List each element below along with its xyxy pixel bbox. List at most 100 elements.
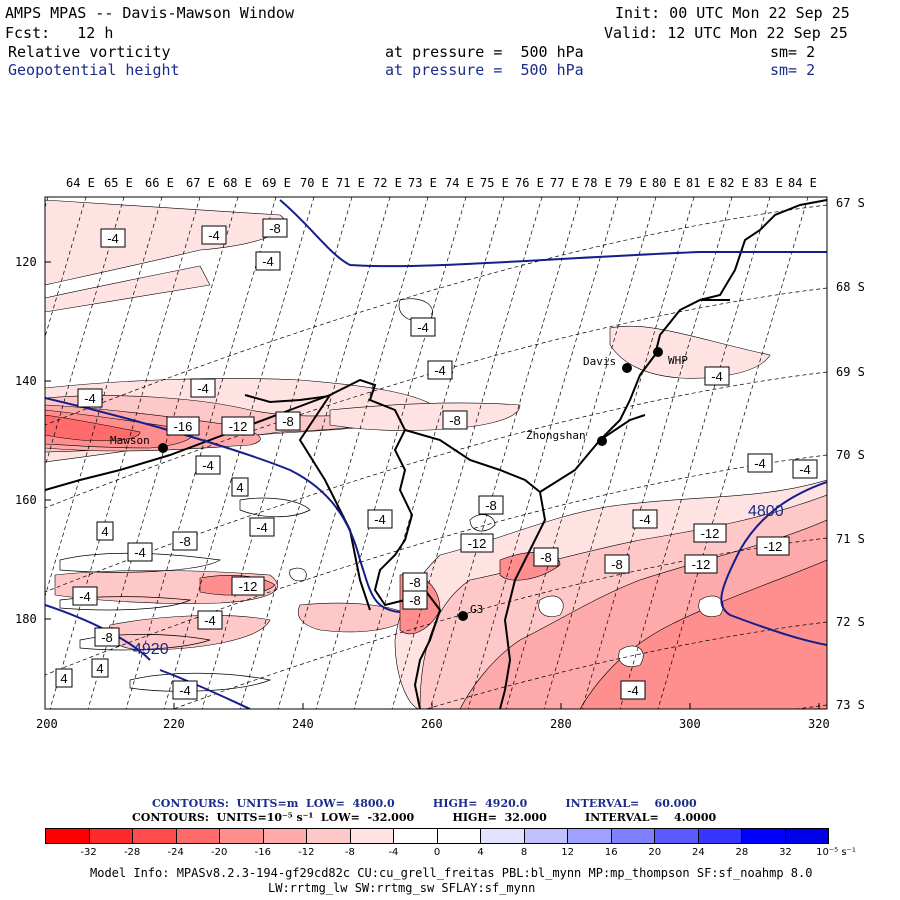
station-marker-zhongshan — [597, 436, 607, 446]
colorbar-tick-label: -16 — [254, 847, 271, 858]
colorbar-tick-label: -32 — [80, 847, 97, 858]
colorbar-swatch — [611, 829, 655, 843]
contour-label-box — [792, 459, 818, 479]
colorbar — [45, 828, 829, 844]
colorbar-tick-label: 32 — [779, 847, 792, 858]
colorbar-swatch — [350, 829, 394, 843]
contour-label-box — [231, 576, 265, 596]
colorbar-unit: 10⁻⁵ s⁻¹ — [816, 847, 856, 858]
y-tick-label: 180 — [15, 612, 37, 626]
contour-value-label: -4 — [107, 231, 119, 246]
contour-label-box — [693, 523, 727, 543]
meridian-line — [505, 197, 657, 709]
lat-label: 68 S — [836, 280, 865, 294]
lon-label: 68 E — [223, 176, 252, 190]
station-marker-davis — [622, 363, 632, 373]
meridian-line — [45, 197, 125, 468]
contour-value-label: -12 — [701, 526, 720, 541]
contour-value-label: 4 — [96, 661, 103, 676]
contour-label-box — [684, 554, 718, 574]
lon-label: 66 E — [145, 176, 174, 190]
contour-value-label: -8 — [409, 593, 421, 608]
contour-label-box — [190, 378, 216, 398]
contour-value-label: -4 — [434, 363, 446, 378]
meridian-line — [0, 197, 10, 709]
contour-value-label: -4 — [627, 683, 639, 698]
lat-label: 73 S — [836, 698, 865, 712]
contour-label-box — [632, 509, 658, 529]
meridian-line — [163, 197, 315, 709]
field1-smoothing: sm= 2 — [770, 43, 816, 61]
station-marker-mawson — [158, 443, 168, 453]
contour-value-label: -12 — [468, 536, 487, 551]
contour-value-label: -4 — [179, 683, 191, 698]
contour-value-label: -4 — [262, 254, 274, 269]
lon-label: 67 E — [186, 176, 215, 190]
contour-label-box — [221, 416, 255, 436]
contour-label-box — [96, 521, 114, 541]
lon-label: 71 E — [336, 176, 365, 190]
contour-value-label: -8 — [269, 221, 281, 236]
lat-label: 67 S — [836, 196, 865, 210]
contour-value-label: -4 — [417, 320, 429, 335]
colorbar-tick-label: 12 — [561, 847, 575, 858]
contour-value-label: -4 — [197, 381, 209, 396]
colorbar-swatch — [220, 829, 264, 843]
contour-label-box — [127, 542, 153, 562]
contour-label-box — [442, 410, 468, 430]
colorbar-swatch — [524, 829, 568, 843]
meridian-line — [657, 197, 809, 709]
station-marker-whp — [653, 347, 663, 357]
map-interior — [0, 197, 827, 709]
meridian-line — [239, 197, 391, 709]
contour-value-label: -4 — [202, 458, 214, 473]
contour-label-box — [410, 317, 436, 337]
station-label: Zhongshan — [526, 429, 586, 442]
colorbar-tick-label: -24 — [167, 847, 184, 858]
contour-label-box — [756, 536, 790, 556]
lat-label: 70 S — [836, 448, 865, 462]
colorbar-tick-label: 28 — [735, 847, 749, 858]
contour-label-box — [91, 658, 109, 678]
meridian-line — [125, 197, 277, 709]
meridian-line — [353, 197, 505, 709]
meridian-line — [315, 197, 467, 709]
contour-label-box — [460, 533, 494, 553]
contour-label-box — [172, 531, 198, 551]
y-tick-label: 120 — [15, 255, 37, 269]
station-marker-g3 — [458, 611, 468, 621]
contour-label-box — [604, 554, 630, 574]
contour-label-box — [262, 218, 288, 238]
colorbar-swatch — [263, 829, 307, 843]
meridian-line — [467, 197, 619, 709]
colorbar-tick-label: 8 — [520, 847, 528, 858]
x-tick-label: 240 — [292, 717, 314, 731]
contour-value-label: -8 — [282, 414, 294, 429]
colorbar-swatch — [698, 829, 742, 843]
y-tick-label: 140 — [15, 374, 37, 388]
vorticity-contours — [59, 298, 496, 692]
station-label: WHP — [668, 354, 688, 367]
contour-label-box — [77, 388, 103, 408]
lon-label: 78 E — [583, 176, 612, 190]
contour-label-box — [620, 680, 646, 700]
lon-label: 77 E — [550, 176, 579, 190]
map-frame — [44, 196, 828, 710]
contour-value-label: -8 — [101, 630, 113, 645]
contour-label-box — [275, 411, 301, 431]
contour-value-label: -12 — [239, 579, 258, 594]
x-tick-label: 320 — [808, 717, 830, 731]
colorbar-swatch — [568, 829, 612, 843]
contour-label-box — [478, 495, 504, 515]
contour-label-box — [172, 680, 198, 700]
contour-value-label: 4 — [101, 524, 108, 539]
colorbar-swatch — [785, 829, 828, 843]
contour-value-label: -4 — [256, 520, 268, 535]
contour-value-label: -4 — [208, 228, 220, 243]
parallel-line — [425, 621, 827, 709]
contour-label-box — [231, 477, 249, 497]
colorbar-tick-label: 24 — [691, 847, 705, 858]
colorbar-tick-label: -28 — [123, 847, 141, 858]
contour-label-box — [201, 225, 227, 245]
